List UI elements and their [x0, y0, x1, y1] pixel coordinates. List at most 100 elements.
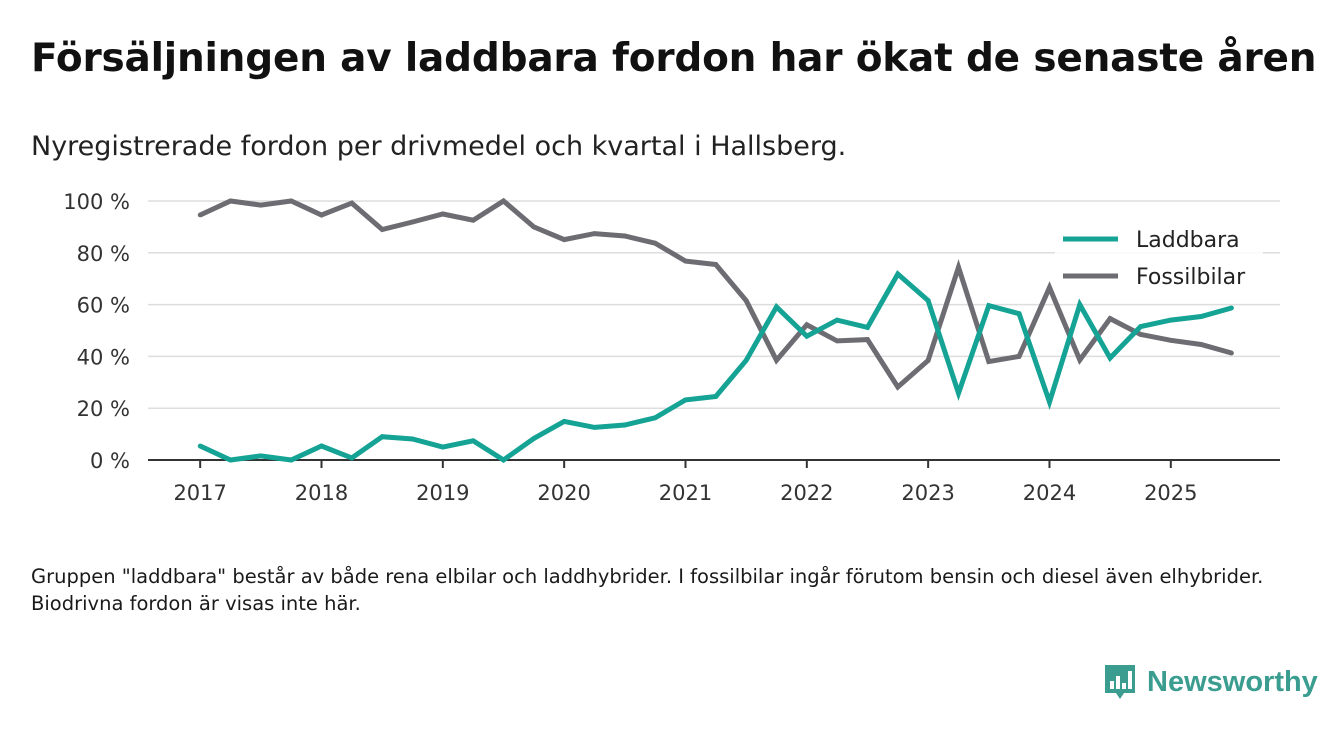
data-point-fossilbilar	[1168, 337, 1174, 343]
data-point-laddbara	[622, 422, 628, 428]
data-point-laddbara	[1138, 324, 1143, 330]
data-point-laddbara	[774, 304, 779, 310]
footnote: Gruppen "laddbara" består av både rena e…	[31, 565, 1264, 615]
data-point-fossilbilar	[865, 337, 870, 342]
data-point-fossilbilar	[804, 322, 810, 328]
data-point-fossilbilar	[470, 217, 476, 223]
data-point-laddbara	[319, 443, 324, 449]
y-tick-label: 80 %	[77, 242, 130, 266]
data-point-laddbara	[986, 303, 992, 309]
data-point-laddbara	[228, 457, 233, 463]
data-point-laddbara	[379, 434, 385, 440]
data-point-fossilbilar	[683, 258, 688, 264]
data-point-fossilbilar	[834, 338, 840, 344]
data-point-fossilbilar	[258, 202, 264, 208]
data-point-laddbara	[1077, 302, 1083, 307]
data-point-fossilbilar	[561, 237, 567, 242]
data-point-fossilbilar	[713, 262, 719, 267]
data-point-fossilbilar	[895, 384, 901, 390]
x-tick-label: 2021	[659, 481, 712, 505]
data-point-fossilbilar	[440, 211, 446, 217]
data-point-laddbara	[804, 333, 810, 339]
data-point-laddbara	[1168, 317, 1174, 323]
data-point-fossilbilar	[501, 198, 506, 204]
data-point-laddbara	[925, 298, 931, 303]
data-point-fossilbilar	[349, 200, 355, 206]
data-point-laddbara	[258, 453, 264, 459]
x-tick-label: 2018	[295, 481, 348, 505]
data-point-laddbara	[288, 457, 294, 463]
data-point-laddbara	[561, 419, 567, 424]
series-lines	[197, 197, 1234, 464]
newsworthy-logo: Newsworthy	[1103, 663, 1318, 701]
data-point-fossilbilar	[652, 240, 658, 246]
chart-title: Försäljningen av laddbara fordon har öka…	[31, 36, 1317, 81]
data-point-laddbara	[501, 457, 506, 463]
data-point-laddbara	[834, 317, 840, 323]
data-point-laddbara	[743, 357, 749, 363]
data-point-laddbara	[895, 271, 901, 277]
x-tick-label: 2017	[173, 481, 226, 505]
line-chart: 0 % 20 % 40 % 60 % 80 % 100 % 2017 2018 2019 202…	[63, 190, 1280, 505]
data-point-laddbara	[865, 324, 870, 330]
y-tick-label: 40 %	[77, 345, 130, 369]
data-point-fossilbilar	[228, 198, 233, 204]
data-point-fossilbilar	[410, 219, 415, 225]
data-point-fossilbilar	[197, 212, 203, 218]
data-point-fossilbilar	[531, 224, 537, 230]
series-line-laddbara	[199, 270, 1233, 464]
data-point-laddbara	[470, 438, 476, 444]
legend: Laddbara Fossilbilar	[1055, 222, 1263, 294]
y-axis-tick-labels: 0 % 20 % 40 % 60 % 80 % 100 %	[63, 190, 130, 473]
data-point-fossilbilar	[1229, 350, 1234, 356]
data-point-laddbara	[1198, 314, 1204, 319]
data-point-laddbara	[592, 424, 597, 430]
data-point-fossilbilar	[925, 358, 931, 363]
x-axis: 2017 2018 2019 2020 2021 2022 2023 2024 2025	[148, 459, 1280, 505]
data-point-fossilbilar	[1198, 342, 1204, 347]
y-tick-label: 60 %	[77, 294, 130, 318]
data-point-fossilbilar	[956, 264, 961, 270]
data-point-fossilbilar	[592, 231, 597, 237]
x-tick-label: 2022	[780, 481, 833, 505]
legend-background	[1055, 222, 1263, 294]
data-point-fossilbilar	[319, 212, 324, 218]
data-point-laddbara	[1107, 355, 1113, 361]
data-point-laddbara	[1229, 305, 1234, 311]
data-point-fossilbilar	[1077, 357, 1083, 363]
data-point-fossilbilar	[1138, 331, 1143, 337]
data-point-laddbara	[713, 394, 719, 399]
data-point-laddbara	[197, 443, 203, 449]
data-point-fossilbilar	[1047, 285, 1052, 290]
data-point-fossilbilar	[288, 198, 294, 204]
y-tick-label: 100 %	[63, 190, 130, 214]
y-tick-label: 20 %	[77, 397, 130, 421]
data-point-laddbara	[1016, 311, 1022, 317]
data-point-fossilbilar	[774, 357, 779, 363]
bar-chart-pin-icon	[1105, 665, 1135, 699]
x-tick-label: 2020	[537, 481, 590, 505]
data-point-laddbara	[956, 390, 961, 396]
data-point-laddbara	[349, 455, 355, 461]
data-point-fossilbilar	[379, 227, 385, 232]
x-tick-label: 2023	[901, 481, 954, 505]
data-point-fossilbilar	[622, 233, 628, 239]
chart-subtitle: Nyregistrerade fordon per drivmedel och …	[31, 131, 847, 162]
legend-label: Fossilbilar	[1136, 265, 1246, 290]
x-tick-label: 2024	[1023, 481, 1076, 505]
data-point-fossilbilar	[1107, 316, 1113, 321]
data-point-laddbara	[410, 436, 415, 442]
data-point-laddbara	[531, 436, 537, 441]
data-point-laddbara	[1047, 399, 1052, 405]
data-point-laddbara	[440, 444, 446, 450]
data-point-laddbara	[652, 415, 658, 421]
x-tick-label: 2025	[1144, 481, 1197, 505]
y-tick-label: 0 %	[90, 449, 130, 473]
brand-name: Newsworthy	[1147, 665, 1318, 698]
x-tick-label: 2019	[416, 481, 469, 505]
data-point-fossilbilar	[986, 359, 992, 364]
data-point-fossilbilar	[743, 298, 749, 304]
legend-label: Laddbara	[1136, 228, 1240, 253]
data-point-laddbara	[683, 397, 688, 403]
data-point-fossilbilar	[1016, 354, 1022, 359]
